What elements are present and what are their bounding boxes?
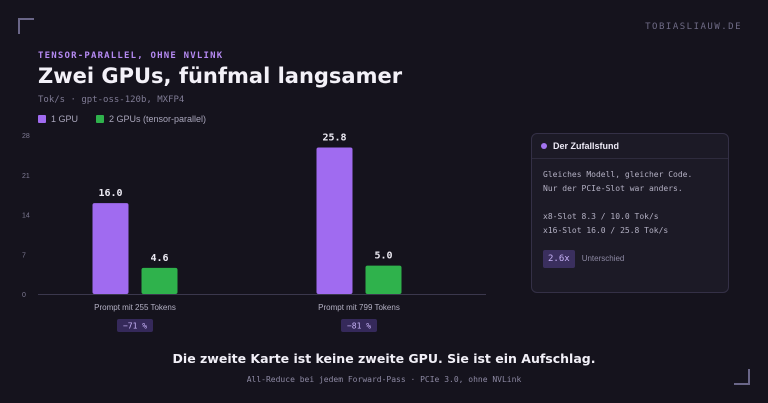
legend: 1 GPU 2 GPUs (tensor-parallel) [38, 114, 206, 124]
x-tick-label-2: Prompt mit 799 Tokens [318, 303, 400, 312]
legend-label-1gpu: 1 GPU [51, 114, 79, 124]
delta-badge-bg-2 [341, 319, 377, 332]
callout-card: Der Zufallsfund Gleiches Modell, gleiche… [531, 133, 729, 293]
legend-label-2gpus: 2 GPUs (tensor-parallel) [109, 114, 207, 124]
legend-item-2gpus: 2 GPUs (tensor-parallel) [96, 114, 206, 124]
callout-line-3: x8-Slot 8.3 / 10.0 Tok/s [543, 212, 659, 221]
legend-item-1gpu: 1 GPU [38, 114, 78, 124]
y-tick-label-21: 21 [22, 173, 30, 180]
data-label-2gpus-2: 5.0 [374, 251, 392, 262]
y-tick-label-14: 14 [22, 213, 30, 220]
callout-title: Der Zufallsfund [553, 141, 620, 151]
bar-2gpus-1 [141, 267, 178, 294]
callout-body: Gleiches Modell, gleicher Code. Nur der … [532, 159, 728, 277]
y-tick-label-0: 0 [22, 292, 26, 299]
stat-label: Unterschied [581, 254, 625, 263]
footnote: All-Reduce bei jedem Forward-Pass · PCIe… [246, 375, 522, 384]
y-tick-label-7: 7 [22, 252, 26, 259]
legend-swatch-2gpus [96, 115, 105, 123]
callout-dot-icon [541, 143, 547, 149]
data-label-1gpu-1: 16.0 [98, 188, 122, 199]
bar-2gpus-2 [365, 265, 402, 294]
callout-line-1: Gleiches Modell, gleicher Code. [543, 170, 693, 179]
bar-1gpu-1 [92, 203, 129, 294]
chart-title: Zwei GPUs, fünfmal langsamer [38, 64, 403, 88]
legend-swatch-1gpu [38, 115, 46, 123]
kicker: TENSOR-PARALLEL, OHNE NVLINK [38, 51, 224, 61]
delta-badge-1: −71 % [123, 322, 147, 331]
callout-stat: 2.6x Unterschied [543, 250, 717, 268]
chart-subtitle: Tok/s · gpt-oss-120b, MXFP4 [38, 95, 185, 105]
callout-header: Der Zufallsfund [532, 134, 728, 159]
bar-1gpu-2 [316, 147, 353, 294]
callout-line-4: x16-Slot 16.0 / 25.8 Tok/s [543, 226, 669, 235]
x-tick-label-1: Prompt mit 255 Tokens [94, 303, 176, 312]
data-label-2gpus-1: 4.6 [150, 253, 168, 264]
corner-mark-bottom-right [734, 369, 750, 385]
data-label-1gpu-2: 25.8 [322, 132, 346, 143]
y-tick-label-28: 28 [22, 133, 30, 140]
headline: Die zweite Karte ist keine zweite GPU. S… [172, 351, 596, 366]
delta-badge-bg-1 [117, 319, 153, 332]
corner-mark-top-left [18, 18, 34, 34]
site-name: TOBIASLIAUW.DE [645, 22, 742, 32]
delta-badge-2: −81 % [347, 322, 371, 331]
stat-badge: 2.6x [543, 250, 575, 268]
callout-line-2: Nur der PCIe-Slot war anders. [543, 184, 683, 193]
